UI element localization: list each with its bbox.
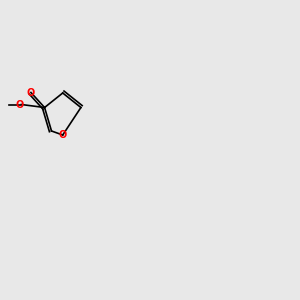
- Text: O: O: [27, 88, 35, 98]
- Text: O: O: [58, 130, 67, 140]
- Text: O: O: [16, 100, 24, 110]
